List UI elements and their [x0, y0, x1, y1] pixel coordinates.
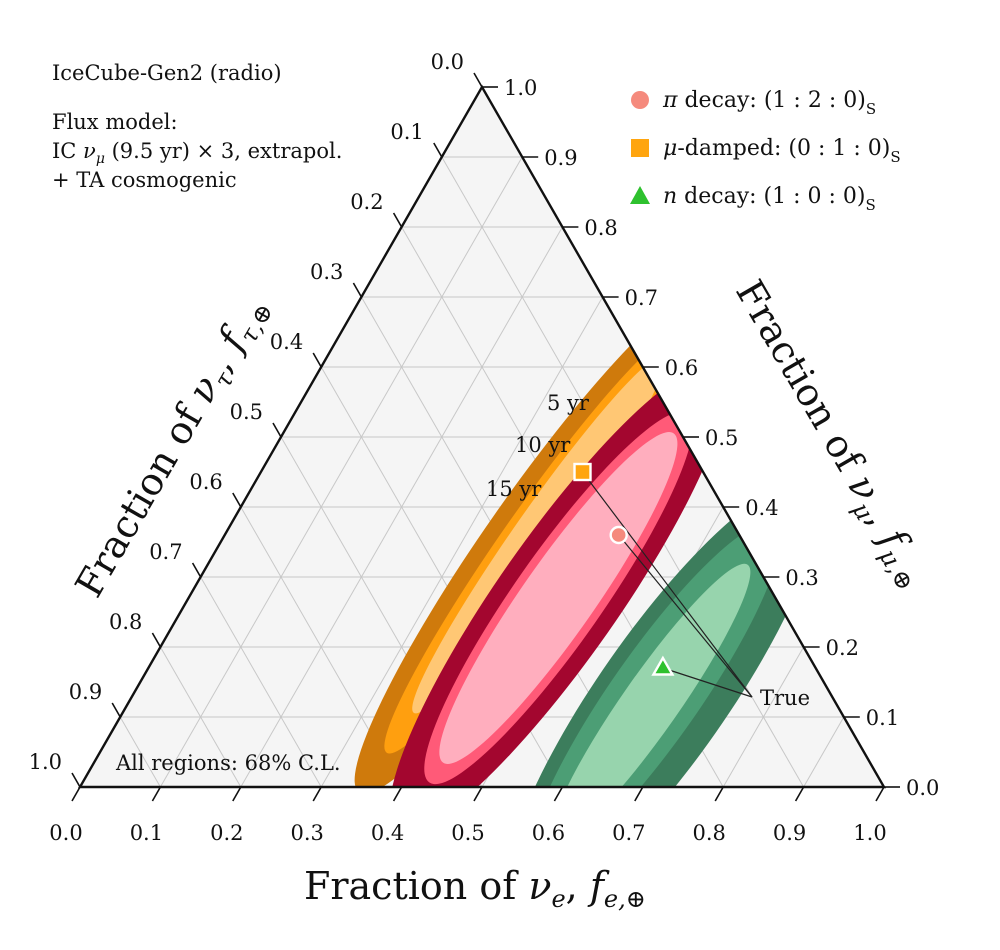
- tick-label-fe: 0.5: [451, 821, 484, 845]
- tick-label-ftau: 0.5: [230, 400, 263, 424]
- tick-label-ftau: 0.8: [109, 610, 142, 634]
- tick-fe: [553, 786, 564, 802]
- tick-label-ftau: 0.0: [431, 50, 464, 74]
- true-point-mu-damped: [573, 462, 592, 482]
- tick-fe: [875, 786, 885, 802]
- tick-label-fe: 0.0: [49, 821, 82, 845]
- exposure-label-15yr: 15 yr: [486, 477, 542, 501]
- true-point-n-decay: [651, 655, 675, 676]
- grid-line: [320, 296, 604, 788]
- tick-label-fe: 0.2: [210, 821, 243, 845]
- tick-label-fe: 0.3: [290, 821, 323, 845]
- tick-ftau: [312, 352, 322, 368]
- tick-fe: [634, 786, 644, 802]
- region-n-decay-15yr: [551, 563, 751, 787]
- grid-line: [119, 716, 161, 788]
- true-leader-line: [582, 471, 753, 698]
- tick-fe: [794, 786, 805, 802]
- tick-fe: [312, 786, 322, 802]
- tick-label-fe: 0.4: [371, 821, 404, 845]
- flux-model-title: Flux model:: [52, 110, 178, 134]
- tick-label-fmu: 0.6: [665, 356, 698, 380]
- exposure-label-5yr: 5 yr: [547, 391, 590, 415]
- legend-marker-circle: [631, 91, 649, 109]
- tick-label-ftau: 0.3: [310, 260, 343, 284]
- tick-ftau: [433, 142, 443, 158]
- tick-label-fmu: 1.0: [504, 76, 537, 100]
- tick-label-fmu: 0.2: [826, 636, 859, 660]
- axis-title-nu-mu: Fraction of νμ, fμ,⊕: [723, 273, 938, 596]
- tick-ftau: [352, 282, 363, 298]
- tick-label-fe: 0.9: [773, 821, 806, 845]
- region-pi-decay-15yr: [439, 432, 678, 764]
- tick-label-fe: 0.6: [532, 821, 565, 845]
- true-point-pi-decay: [609, 525, 628, 545]
- tick-ftau: [272, 422, 282, 438]
- tick-label-fmu: 0.0: [906, 776, 939, 800]
- tick-label-fe: 1.0: [853, 821, 886, 845]
- flux-model-line1: IC νμ (9.5 yr) × 3, extrapol.: [52, 139, 342, 167]
- tick-ftau: [232, 492, 242, 508]
- tick-label-ftau: 0.1: [390, 120, 423, 144]
- experiment-label: IceCube-Gen2 (radio): [52, 61, 282, 85]
- confidence-regions: [354, 290, 820, 787]
- legend-label: π decay: (1 : 2 : 0)S: [662, 88, 876, 118]
- tick-label-fe: 0.1: [130, 821, 163, 845]
- true-points: [573, 462, 675, 676]
- true-leader-line: [618, 534, 753, 698]
- tick-fe: [392, 786, 403, 802]
- tick-ftau: [473, 72, 483, 88]
- tick-label-fmu: 0.9: [544, 146, 577, 170]
- tick-fe: [151, 786, 162, 802]
- tick-label-fmu: 0.3: [785, 566, 818, 590]
- tick-ftau: [392, 212, 403, 228]
- tick-label-fmu: 0.1: [866, 706, 899, 730]
- grid-line: [159, 156, 523, 788]
- tick-ftau: [191, 562, 202, 578]
- tick-ftau: [151, 632, 162, 648]
- tick-label-fmu: 0.7: [625, 286, 658, 310]
- axis-title-nu-e: Fraction of νe, fe,⊕: [304, 864, 646, 913]
- legend-label: μ-damped: (0 : 1 : 0)S: [663, 136, 901, 166]
- tick-label-ftau: 0.9: [69, 680, 102, 704]
- tick-label-ftau: 1.0: [29, 750, 62, 774]
- grid-line: [159, 646, 242, 788]
- legend-label: n decay: (1 : 0 : 0)S: [663, 184, 876, 214]
- tick-ftau: [71, 772, 81, 788]
- tick-label-fe: 0.8: [692, 821, 725, 845]
- flux-model-line2: + TA cosmogenic: [52, 168, 237, 192]
- legend: π decay: (1 : 2 : 0)S μ-damped: (0 : 1 : …: [630, 88, 901, 214]
- tick-fe: [232, 786, 242, 802]
- true-leader-line: [662, 667, 753, 698]
- tick-fe: [473, 786, 483, 802]
- tick-label-fmu: 0.5: [705, 426, 738, 450]
- grid-line: [803, 716, 845, 788]
- axis-title-nu-mu-group: Fraction of νμ, fμ,⊕: [723, 273, 938, 596]
- tick-label-ftau: 0.7: [149, 540, 182, 564]
- tick-label-ftau: 0.2: [350, 190, 383, 214]
- tick-label-ftau: 0.6: [189, 470, 222, 494]
- tick-ftau: [111, 702, 121, 718]
- grid-line: [200, 576, 322, 788]
- true-label: True: [760, 686, 810, 710]
- cl-note: All regions: 68% C.L.: [115, 751, 341, 775]
- legend-marker-triangle: [630, 186, 650, 204]
- legend-marker-square: [631, 139, 649, 157]
- tick-fe: [71, 786, 81, 802]
- exposure-label-10yr: 10 yr: [515, 433, 571, 457]
- axis-ticks: 0.0 0.0 0.0 0.1 0.1 0.1 0.2 0.2 0.2 0.3 0.3 0.3 0.4 0…: [29, 50, 940, 845]
- tick-label-fmu: 0.8: [584, 216, 617, 240]
- true-leader-lines: [582, 471, 753, 698]
- tick-label-ftau: 0.4: [270, 330, 303, 354]
- tick-label-fe: 0.7: [612, 821, 645, 845]
- tick-label-fmu: 0.4: [745, 496, 778, 520]
- tick-fe: [714, 786, 724, 802]
